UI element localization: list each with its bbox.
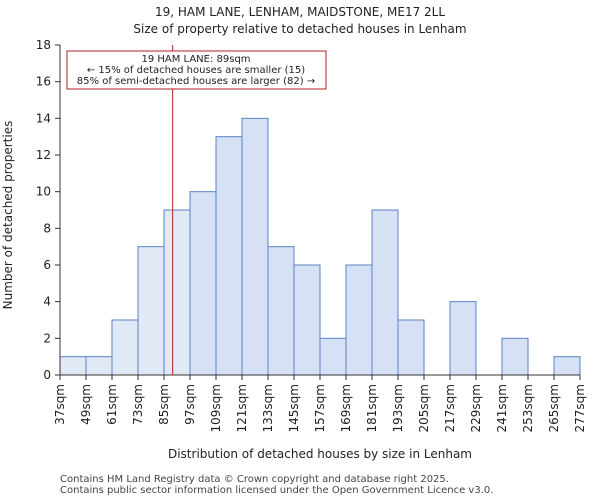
x-tick-label: 277sqm <box>573 384 587 432</box>
bar-61sqm <box>111 319 139 376</box>
x-tick-label: 253sqm <box>521 384 535 432</box>
x-axis-label: Distribution of detached houses by size … <box>168 447 472 461</box>
y-tick-label: 8 <box>43 221 51 235</box>
annotation-box <box>66 50 327 90</box>
bars-group <box>59 117 581 376</box>
chart-subtitle: Size of property relative to detached ho… <box>133 22 466 36</box>
bar-265sqm <box>553 356 581 376</box>
x-tick-label: 169sqm <box>339 384 353 432</box>
x-tick-label: 193sqm <box>391 384 405 432</box>
bar-133sqm <box>267 246 295 376</box>
y-tick-label: 0 <box>43 368 51 382</box>
y-ticks-group: 0 2 4 6 8 10 12 14 16 18 <box>36 38 60 382</box>
y-tick-label: 10 <box>36 185 51 199</box>
y-tick-label: 6 <box>43 258 51 272</box>
y-tick-label: 16 <box>36 75 51 89</box>
x-tick-label: 109sqm <box>209 384 223 432</box>
x-tick-label: 205sqm <box>417 384 431 432</box>
x-tick-label: 61sqm <box>105 384 119 425</box>
y-tick-label: 12 <box>36 148 51 162</box>
x-tick-label: 85sqm <box>157 384 171 425</box>
y-tick-label: 2 <box>43 331 51 345</box>
x-tick-label: 229sqm <box>469 384 483 432</box>
footer-line-1: Contains HM Land Registry data © Crown c… <box>60 474 449 485</box>
bar-121sqm <box>241 117 269 376</box>
x-tick-label: 265sqm <box>547 384 561 432</box>
chart-title: 19, HAM LANE, LENHAM, MAIDSTONE, ME17 2L… <box>155 5 445 19</box>
bar-241sqm <box>501 337 529 376</box>
bar-73sqm <box>137 246 165 376</box>
bar-85sqm <box>163 209 191 376</box>
x-ticks-group: 37sqm 49sqm 61sqm 73sqm 85sqm 97sqm 109sqm 121s… <box>53 375 587 432</box>
annotation-line-1: 19 HAM LANE: 89sqm <box>141 54 250 65</box>
x-tick-label: 97sqm <box>183 384 197 425</box>
x-tick-label: 37sqm <box>53 384 67 425</box>
y-tick-label: 4 <box>43 295 51 309</box>
annotation-line-2: ← 15% of detached houses are smaller (15… <box>87 65 305 76</box>
x-tick-label: 73sqm <box>131 384 145 425</box>
x-tick-label: 181sqm <box>365 384 379 432</box>
x-tick-label: 241sqm <box>495 384 509 432</box>
bar-97sqm <box>189 191 217 376</box>
y-tick-label: 14 <box>36 111 51 125</box>
annotation-line-3: 85% of semi-detached houses are larger (… <box>77 76 315 87</box>
bar-157sqm <box>319 337 347 376</box>
bar-109sqm <box>215 136 243 376</box>
bar-193sqm <box>397 319 425 376</box>
y-axis-label: Number of detached properties <box>1 121 15 310</box>
y-tick-label: 18 <box>36 38 51 52</box>
footer-line-2: Contains public sector information licen… <box>60 485 493 496</box>
x-tick-label: 145sqm <box>287 384 301 432</box>
bar-181sqm <box>371 209 399 376</box>
bar-169sqm <box>345 264 373 376</box>
x-tick-label: 49sqm <box>79 384 93 425</box>
bar-217sqm <box>449 301 477 376</box>
x-tick-label: 133sqm <box>261 384 275 432</box>
bar-49sqm <box>85 356 113 376</box>
x-tick-label: 121sqm <box>235 384 249 432</box>
x-tick-label: 217sqm <box>443 384 457 432</box>
bar-37sqm <box>59 356 87 376</box>
bar-145sqm <box>293 264 321 376</box>
x-tick-label: 157sqm <box>313 384 327 432</box>
